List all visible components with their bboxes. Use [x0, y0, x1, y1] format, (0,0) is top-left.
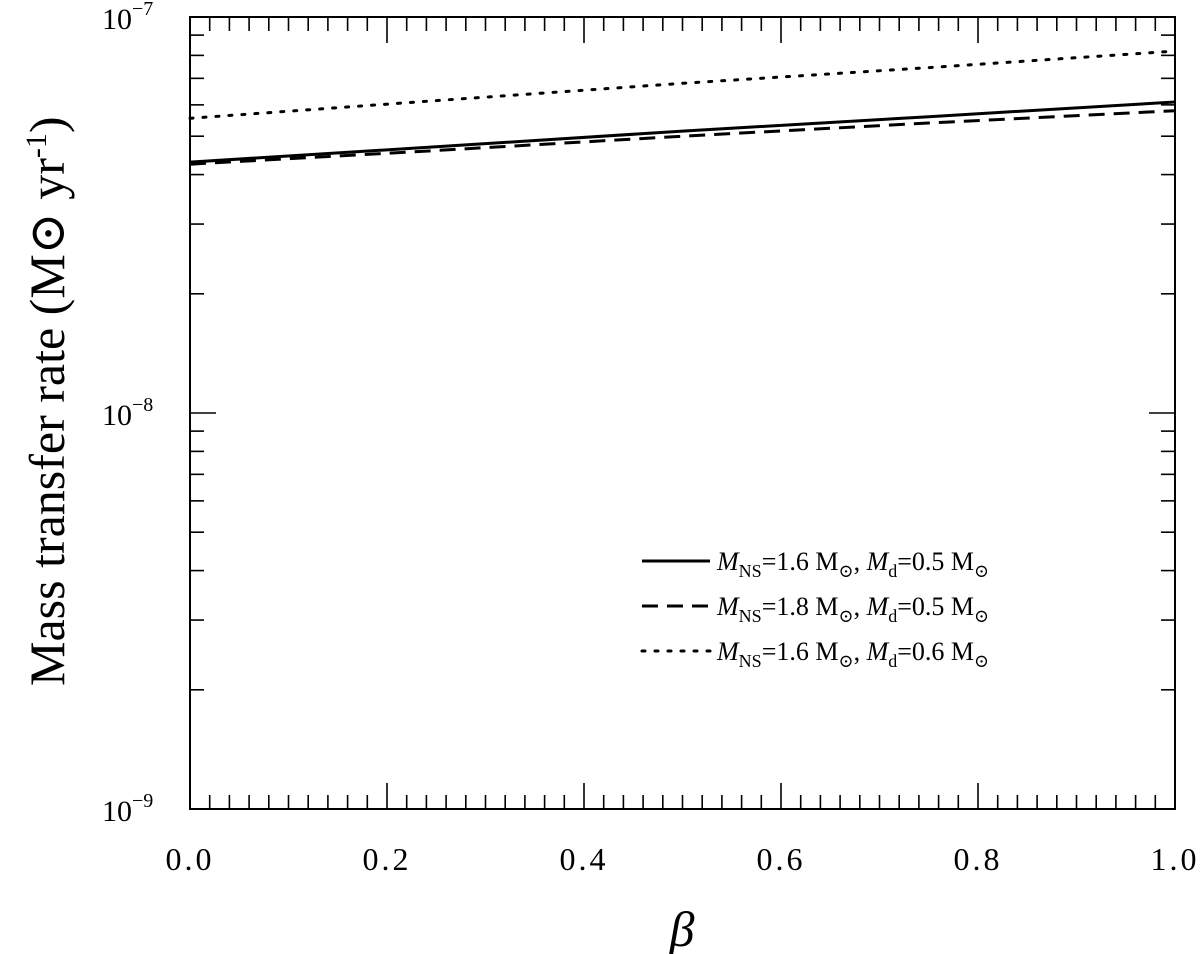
y-tick-label: 10−7 — [102, 0, 153, 36]
x-tick-label: 0.6 — [757, 841, 806, 877]
x-axis-label: β — [669, 901, 695, 954]
x-tick-label: 0.0 — [166, 841, 215, 877]
x-tick-label: 0.2 — [363, 841, 412, 877]
x-tick-label: 1.0 — [1151, 841, 1200, 877]
series-line-dashed — [189, 109, 1176, 166]
legend-label: MNS=1.6 M⊙, Md=0.5 M⊙ — [716, 547, 989, 581]
series-line-dotted — [188, 49, 1177, 120]
x-tick-label: 0.8 — [954, 841, 1003, 877]
y-axis-label: Mass transfer rate (M⊙ yr-1) — [19, 116, 75, 686]
y-tick-labels: 10−9 10−8 10−7 — [102, 0, 153, 828]
major-ticks — [189, 16, 1176, 810]
y-tick-label: 10−8 — [102, 394, 153, 432]
y-tick-label: 10−9 — [102, 790, 153, 828]
legend-label: MNS=1.6 M⊙, Md=0.6 M⊙ — [716, 637, 989, 671]
minor-ticks — [190, 17, 1175, 809]
legend-label: MNS=1.8 M⊙, Md=0.5 M⊙ — [716, 592, 989, 626]
plot-frame — [189, 16, 1176, 810]
x-tick-labels: 0.0 0.2 0.4 0.6 0.8 1.0 — [166, 841, 1200, 877]
legend: MNS=1.6 M⊙, Md=0.5 M⊙ MNS=1.8 M⊙, Md=0.5 … — [640, 547, 989, 671]
series-layer — [188, 49, 1177, 166]
x-tick-label: 0.4 — [560, 841, 609, 877]
series-line-solid — [189, 100, 1176, 164]
